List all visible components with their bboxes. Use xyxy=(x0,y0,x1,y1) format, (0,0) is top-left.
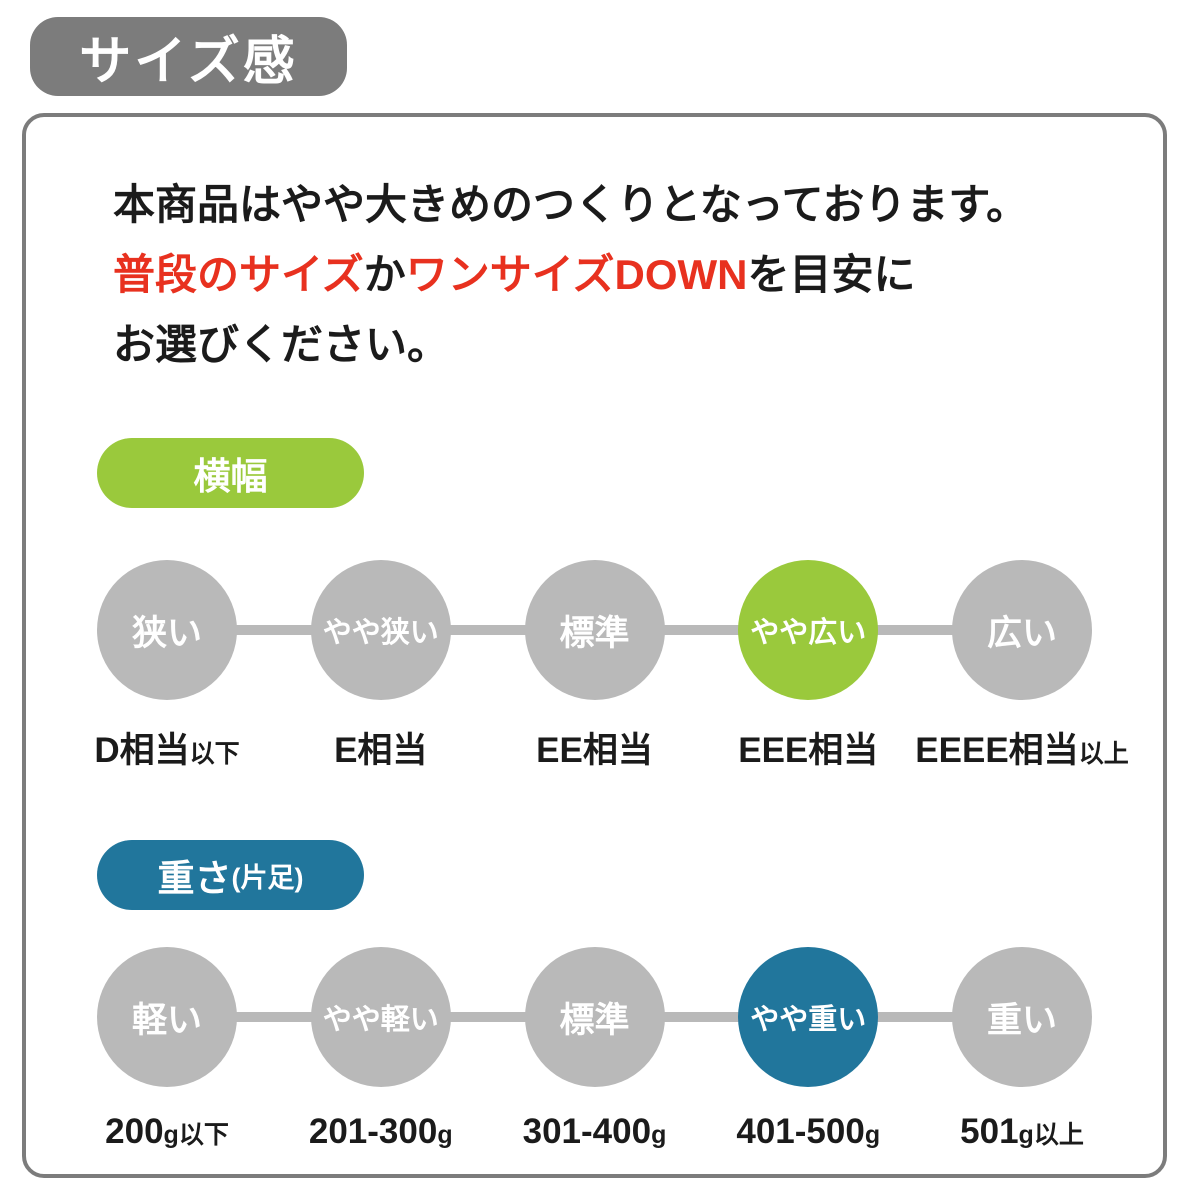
intro-line3: お選びください。 xyxy=(113,321,450,368)
weight-step-heavy: 重い xyxy=(952,947,1092,1087)
width-pill-label: 横幅 xyxy=(193,456,268,497)
page-title: サイズ感 xyxy=(79,33,298,91)
weight-section: 重さ (片足) 軽い やや軽い 標準 やや重い 重い 200g以下 201-300… xyxy=(97,840,1092,1160)
intro-line1: 本商品はやや大きめのつくりとなっております。 xyxy=(113,181,1029,228)
weight-step-somewhat-heavy-label: やや重い xyxy=(750,1004,867,1036)
weight-label-5: 501g以上 xyxy=(960,1112,1084,1151)
weight-pill: 重さ (片足) xyxy=(97,840,364,910)
weight-step-light: 軽い xyxy=(97,947,237,1087)
width-pill: 横幅 xyxy=(97,438,364,508)
page-title-badge: サイズ感 xyxy=(30,17,347,96)
weight-label-3: 301-400g xyxy=(522,1112,667,1151)
intro-line2-part2: か xyxy=(363,251,406,298)
weight-label-4: 401-500g xyxy=(736,1112,881,1151)
weight-step-somewhat-light-label: やや軽い xyxy=(322,1004,439,1036)
intro-line2-part4: を目安に xyxy=(747,251,916,298)
width-label-3: EE相当 xyxy=(536,731,653,770)
width-label-2: E相当 xyxy=(334,731,428,770)
weight-labels-row: 200g以下 201-300g 301-400g 401-500g 501g以上 xyxy=(97,1112,1092,1160)
width-label-4: EEE相当 xyxy=(738,731,879,770)
weight-pill-label: 重さ xyxy=(157,858,232,899)
width-step-somewhat-narrow: やや狭い xyxy=(310,560,451,700)
width-label-5: EEEE相当以上 xyxy=(915,731,1129,770)
weight-scale-row: 軽い やや軽い 標準 やや重い 重い xyxy=(97,947,1092,1087)
intro-line2-part3: ワンサイズDOWN xyxy=(405,251,748,298)
width-step-somewhat-wide: やや広い xyxy=(738,560,879,700)
weight-label-2: 201-300g xyxy=(308,1112,453,1151)
width-scale-row: 狭い やや狭い 標準 やや広い 広い xyxy=(97,560,1092,700)
width-labels-row: D相当以下 E相当 EE相当 EEE相当 EEEE相当以上 xyxy=(94,722,1128,770)
width-step-narrow-label: 狭い xyxy=(131,613,202,653)
weight-pill-sublabel: (片足) xyxy=(231,862,304,893)
width-step-standard-label: 標準 xyxy=(559,613,630,653)
size-guide-panel: 本商品はやや大きめのつくりとなっております。 普段のサイズかワンサイズDOWNを… xyxy=(22,113,1167,1178)
width-step-wide-label: 広い xyxy=(986,613,1057,653)
width-step-narrow: 狭い xyxy=(97,560,237,700)
weight-step-light-label: 軽い xyxy=(131,1000,202,1040)
width-section: 横幅 狭い やや狭い 標準 やや広い 広い D相当以下 E相当 EE相当 EEE… xyxy=(94,438,1129,770)
width-step-somewhat-wide-label: やや広い xyxy=(750,617,867,649)
width-step-somewhat-narrow-label: やや狭い xyxy=(322,617,439,649)
width-step-wide: 広い xyxy=(952,560,1092,700)
width-step-standard: 標準 xyxy=(524,560,665,700)
intro-line2-part1: 普段のサイズ xyxy=(113,251,364,298)
weight-label-1: 200g以下 xyxy=(105,1112,229,1151)
weight-step-somewhat-heavy: やや重い xyxy=(738,947,879,1087)
weight-step-heavy-label: 重い xyxy=(986,1000,1057,1040)
intro-text: 本商品はやや大きめのつくりとなっております。 普段のサイズかワンサイズDOWNを… xyxy=(113,170,1092,380)
weight-step-somewhat-light: やや軽い xyxy=(310,947,451,1087)
width-label-1: D相当以下 xyxy=(94,731,240,770)
weight-step-standard: 標準 xyxy=(524,947,665,1087)
weight-step-standard-label: 標準 xyxy=(559,1000,630,1040)
